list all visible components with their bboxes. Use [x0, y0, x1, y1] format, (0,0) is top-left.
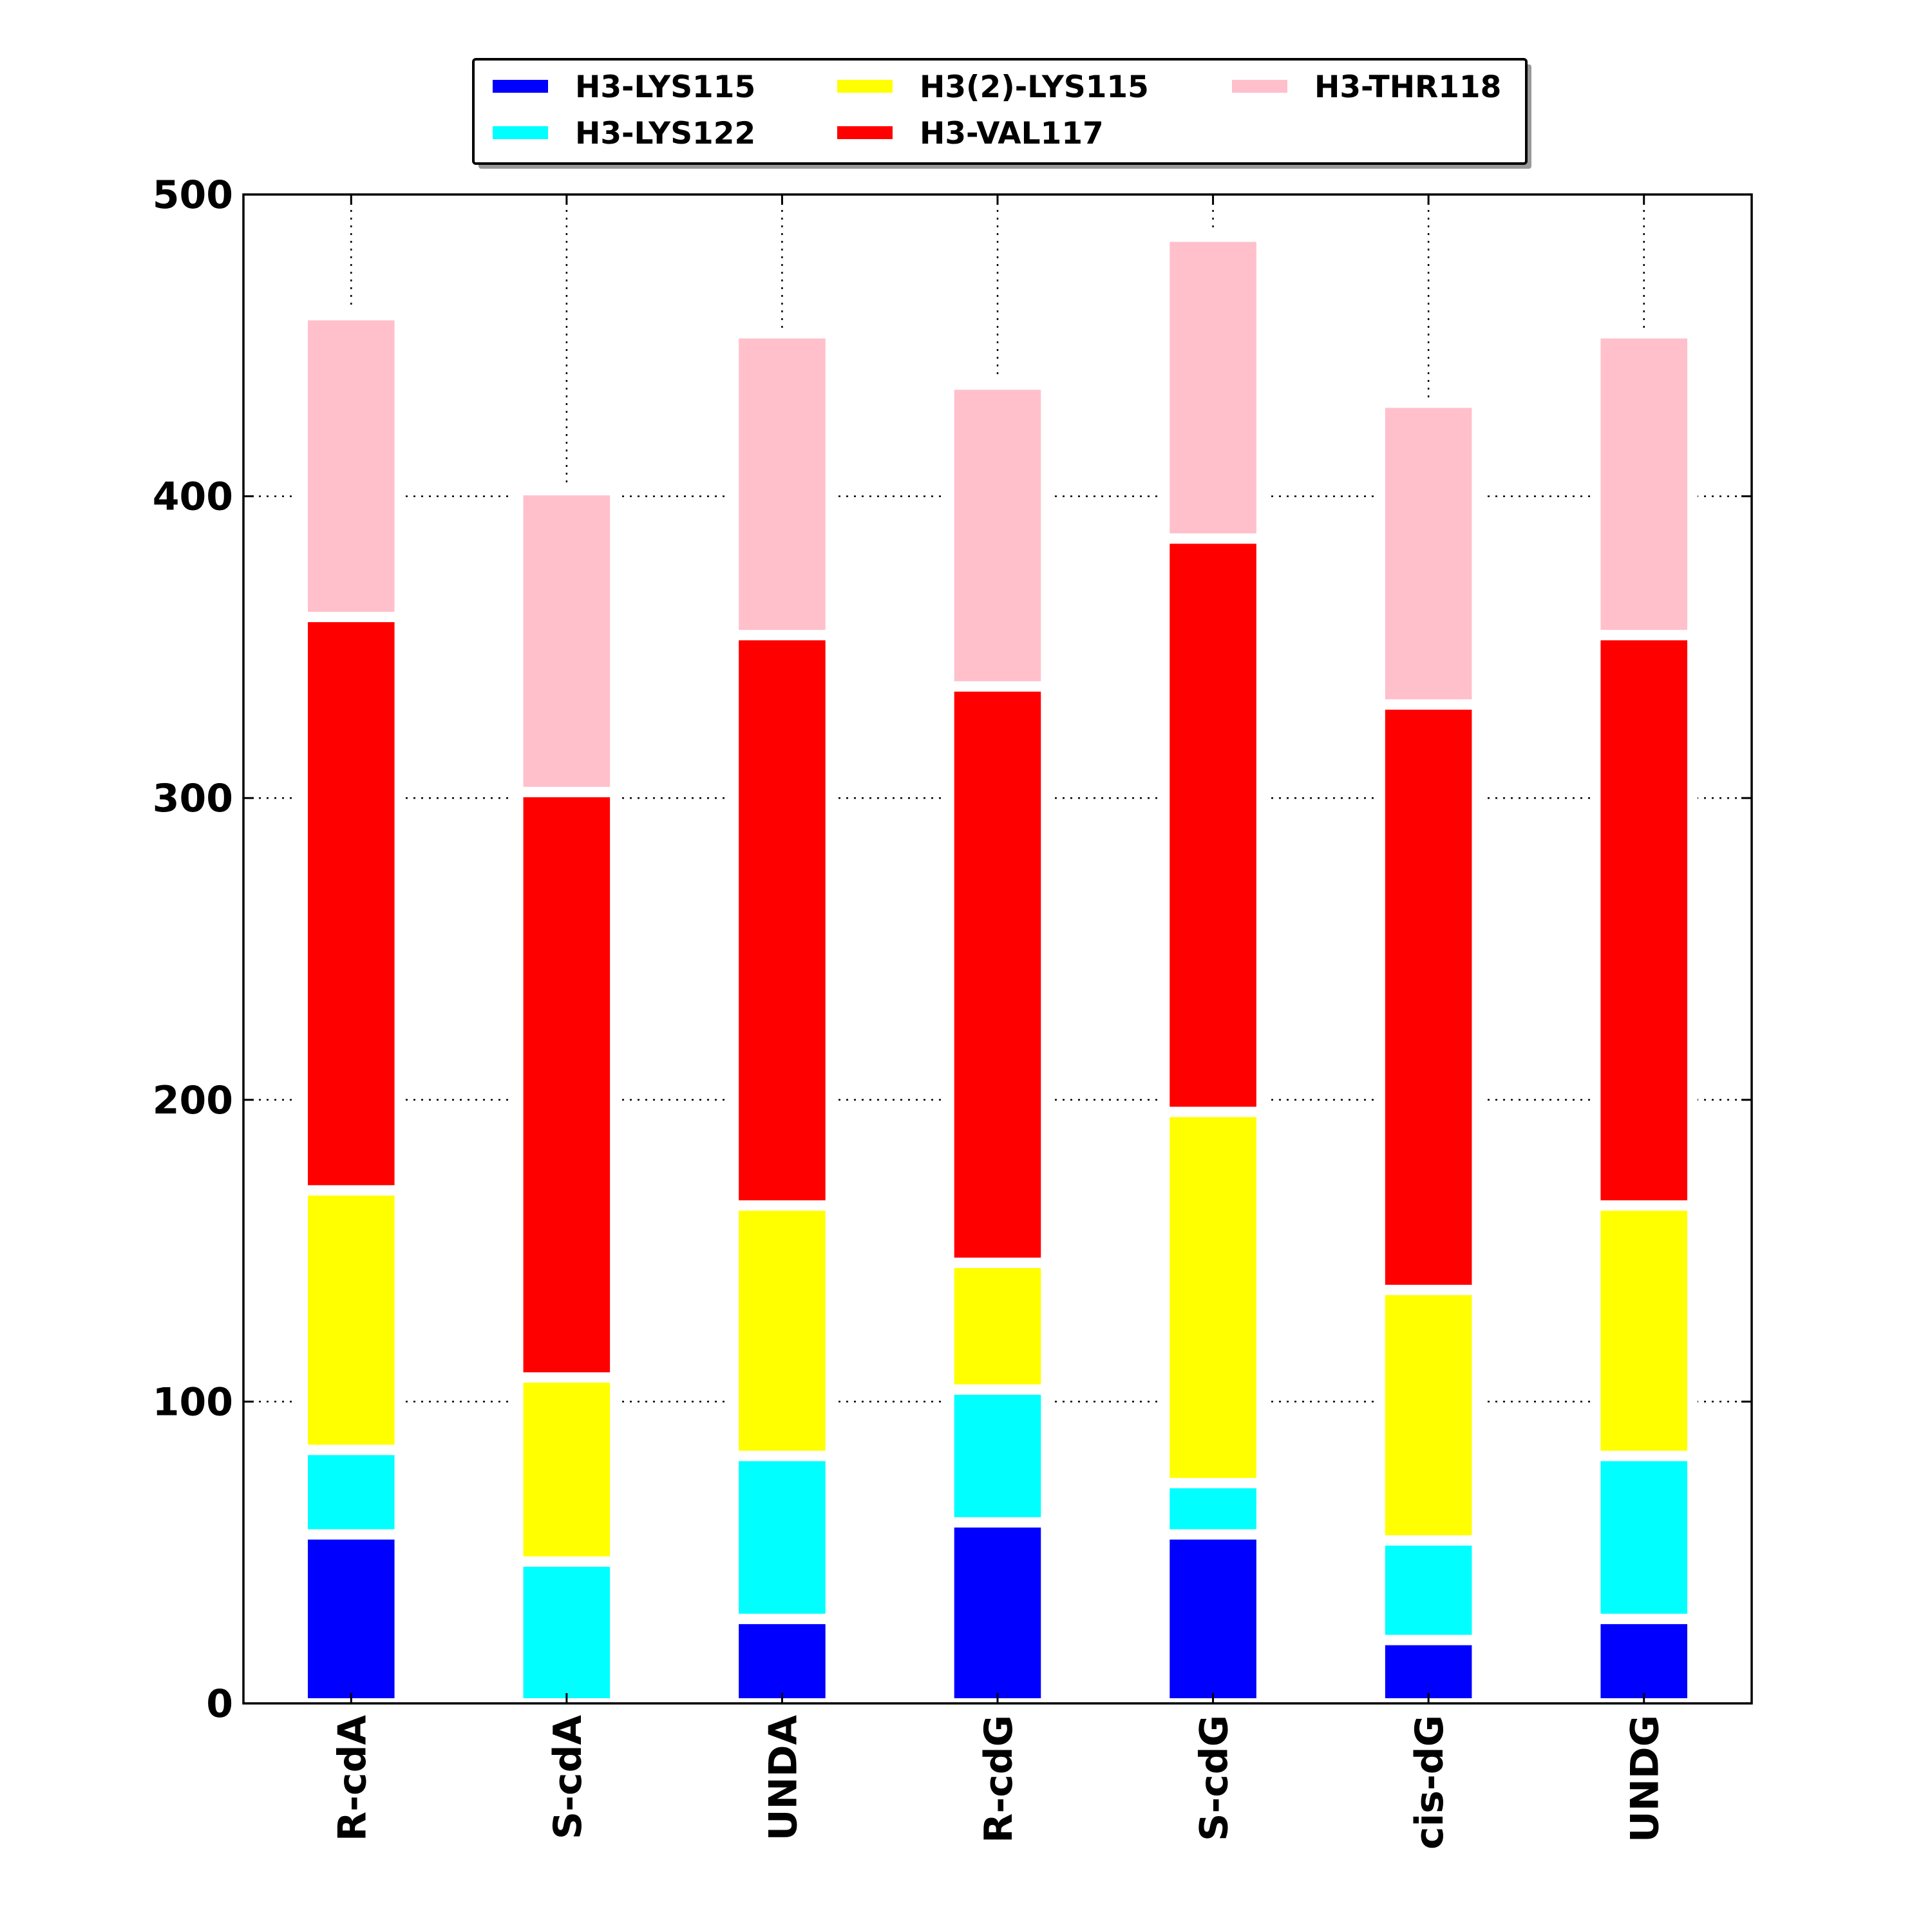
- bar-segment-h3-lys122-unda: [728, 1450, 836, 1624]
- bar-segment-h3-thr118-r-cda: [298, 310, 405, 623]
- x-tick-label: S-cdG: [1192, 1715, 1237, 1841]
- bar-segment-h3-2-lys115-r-cda: [298, 1185, 405, 1455]
- bar-segment-h3-lys115-r-cda: [298, 1529, 405, 1709]
- legend-swatch: [493, 80, 548, 93]
- y-tick-label: 200: [153, 1078, 233, 1123]
- x-tick-label: R-cdA: [330, 1714, 375, 1841]
- bar-segment-h3-thr118-s-cda: [513, 485, 621, 797]
- legend-swatch: [493, 126, 548, 139]
- bar-segment-h3-val117-s-cdg: [1159, 533, 1267, 1117]
- bar-segment-h3-lys115-undg: [1590, 1613, 1698, 1709]
- bar-segment-h3-2-lys115-cis-dg: [1374, 1285, 1482, 1546]
- legend-label: H3-LYS122: [575, 116, 755, 151]
- x-tick-label: UNDA: [761, 1714, 806, 1841]
- y-tick-label: 500: [153, 173, 233, 218]
- bar-segment-h3-thr118-s-cdg: [1159, 231, 1267, 544]
- y-tick-label: 0: [206, 1681, 233, 1727]
- bar-segment-h3-lys115-unda: [728, 1613, 836, 1709]
- bar-segment-h3-lys122-s-cdg: [1159, 1477, 1267, 1540]
- legend-label: H3-VAL117: [920, 116, 1104, 151]
- bar-segment-h3-thr118-cis-dg: [1374, 397, 1482, 710]
- bar-segment-h3-thr118-undg: [1590, 328, 1698, 641]
- bar-segment-h3-2-lys115-unda: [728, 1200, 836, 1461]
- bar-segment-h3-val117-cis-dg: [1374, 699, 1482, 1296]
- legend-label: H3(2)-LYS115: [920, 70, 1149, 105]
- legend-swatch: [837, 80, 893, 93]
- bar-segment-h3-val117-unda: [728, 630, 836, 1211]
- x-tick-label: cis-dG: [1407, 1715, 1452, 1850]
- bar-segment-h3-lys122-cis-dg: [1374, 1535, 1482, 1645]
- legend: H3-LYS115 H3-LYS122 H3(2)-LYS115 H3-VAL117 H…: [472, 58, 1531, 169]
- legend-swatch: [1232, 80, 1287, 93]
- bar-segment-h3-val117-r-cdg: [943, 681, 1052, 1268]
- y-tick-label: 300: [153, 776, 233, 821]
- bar-segment-h3-lys122-r-cda: [298, 1444, 405, 1540]
- bar-segment-h3-lys122-r-cdg: [943, 1384, 1052, 1528]
- legend-label: H3-THR118: [1314, 70, 1501, 105]
- bar-segment-h3-2-lys115-s-cdg: [1159, 1106, 1267, 1488]
- y-tick-label: 100: [153, 1379, 233, 1425]
- bars: [298, 231, 1698, 1709]
- legend-swatch: [837, 126, 893, 139]
- x-tick-label: UNDG: [1623, 1715, 1668, 1842]
- bar-segment-h3-lys122-s-cda: [513, 1556, 621, 1709]
- bar-segment-h3-2-lys115-r-cdg: [943, 1257, 1052, 1395]
- bar-segment-h3-val117-undg: [1590, 630, 1698, 1211]
- y-tick-label: 400: [153, 475, 233, 520]
- bar-segment-h3-lys115-s-cdg: [1159, 1529, 1267, 1709]
- y-axis: 0 100 200 300 400 500: [153, 173, 1752, 1727]
- bar-segment-h3-thr118-unda: [728, 328, 836, 641]
- bar-segment-h3-2-lys115-undg: [1590, 1200, 1698, 1461]
- legend-label: H3-LYS115: [575, 70, 755, 105]
- bar-segment-h3-thr118-r-cdg: [943, 379, 1052, 692]
- bar-segment-h3-2-lys115-s-cda: [513, 1372, 621, 1567]
- bar-segment-h3-val117-r-cda: [298, 612, 405, 1196]
- bar-segment-h3-lys122-undg: [1590, 1450, 1698, 1624]
- bar-segment-h3-val117-s-cda: [513, 786, 621, 1383]
- bar-segment-h3-lys115-r-cdg: [943, 1517, 1052, 1709]
- x-tick-label: R-cdG: [976, 1715, 1021, 1843]
- x-tick-label: S-cdA: [545, 1714, 591, 1839]
- x-axis: R-cdA S-cdA UNDA R-cdG S-cdG cis-dG UNDG: [330, 194, 1668, 1850]
